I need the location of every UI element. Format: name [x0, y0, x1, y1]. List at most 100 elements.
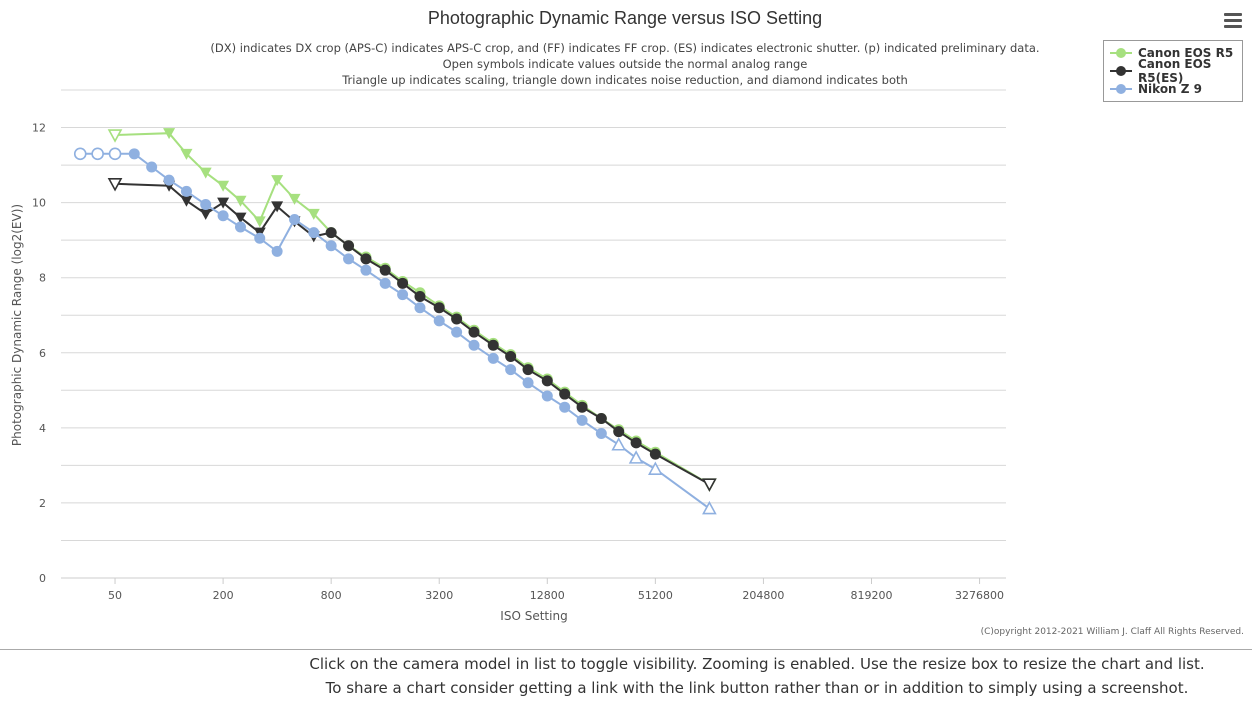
y-tick-label: 6 — [39, 347, 46, 360]
data-point[interactable] — [541, 375, 553, 387]
data-point[interactable] — [630, 437, 642, 449]
data-point[interactable] — [702, 500, 717, 515]
data-point[interactable] — [343, 240, 355, 252]
data-point[interactable] — [559, 388, 571, 400]
data-point[interactable] — [451, 313, 463, 325]
data-point[interactable] — [611, 437, 627, 451]
x-tick-label: 204800 — [742, 589, 784, 602]
y-tick-label: 4 — [39, 422, 46, 435]
legend-label: Nikon Z 9 — [1138, 82, 1203, 96]
grid — [61, 89, 1006, 541]
data-point[interactable] — [576, 401, 588, 413]
data-point[interactable] — [271, 201, 284, 213]
data-point[interactable] — [289, 214, 301, 226]
series-layer — [73, 128, 717, 515]
data-point[interactable] — [451, 326, 463, 338]
x-tick-label: 800 — [321, 589, 342, 602]
data-point[interactable] — [522, 364, 534, 376]
data-point[interactable] — [360, 253, 372, 265]
legend-item-canon-eos-r5[interactable]: Canon EOS R5 — [1110, 44, 1242, 62]
data-point[interactable] — [200, 198, 212, 210]
data-point[interactable] — [271, 245, 283, 257]
y-tick-label: 10 — [32, 197, 46, 210]
data-point[interactable] — [343, 253, 355, 265]
data-point[interactable] — [128, 148, 140, 160]
x-tick-label: 200 — [213, 589, 234, 602]
data-point[interactable] — [107, 178, 123, 192]
data-point[interactable] — [468, 326, 480, 338]
data-point[interactable] — [414, 302, 426, 314]
data-point[interactable] — [308, 227, 320, 239]
data-point[interactable] — [254, 232, 266, 244]
data-point[interactable] — [649, 448, 661, 460]
legend: Canon EOS R5 Canon EOS R5(ES) Nikon Z 9 — [1103, 40, 1243, 102]
chart-menu-hamburger-icon[interactable] — [1220, 10, 1246, 32]
data-point[interactable] — [505, 351, 517, 363]
data-point[interactable] — [91, 147, 104, 161]
data-point[interactable] — [234, 212, 247, 224]
data-point[interactable] — [234, 195, 247, 207]
legend-item-nikon-z9[interactable]: Nikon Z 9 — [1110, 80, 1242, 98]
x-tick-label: 3276800 — [955, 589, 1004, 602]
chart-subtitle-line-1: (DX) indicates DX crop (APS-C) indicates… — [210, 41, 1039, 55]
data-point[interactable] — [180, 148, 193, 160]
data-point[interactable] — [559, 401, 571, 413]
series-line — [80, 152, 710, 510]
data-point[interactable] — [307, 208, 320, 220]
data-point[interactable] — [325, 240, 337, 252]
data-point[interactable] — [379, 277, 391, 289]
series-2 — [73, 147, 717, 515]
legend-marker-canon-eos-r5-es — [1110, 66, 1132, 76]
data-point[interactable] — [217, 197, 230, 209]
data-point[interactable] — [433, 302, 445, 314]
data-point[interactable] — [648, 461, 663, 475]
data-point[interactable] — [146, 161, 158, 173]
x-tick-label: 12800 — [530, 589, 565, 602]
x-tick-label: 51200 — [638, 589, 673, 602]
data-point[interactable] — [414, 290, 426, 302]
data-point[interactable] — [234, 221, 246, 233]
dynamic-range-chart: Photographic Dynamic Range versus ISO Se… — [10, 8, 1040, 623]
divider — [0, 649, 1252, 650]
chart-subtitle-line-3: Triangle up indicates scaling, triangle … — [341, 73, 908, 87]
data-point[interactable] — [628, 450, 644, 464]
legend-marker-nikon-z9 — [1110, 84, 1132, 94]
data-point[interactable] — [576, 414, 588, 426]
data-point[interactable] — [595, 427, 607, 439]
data-point[interactable] — [360, 264, 372, 276]
chart-subtitle-line-2: Open symbols indicate values outside the… — [443, 57, 808, 71]
data-point[interactable] — [702, 478, 717, 492]
data-point[interactable] — [199, 208, 212, 220]
axes: 0 2 4 6 8 10 12 50 200 800 3200 12800 51200 204800 819… — [32, 122, 1006, 602]
data-point[interactable] — [271, 175, 284, 187]
data-point[interactable] — [107, 129, 123, 143]
data-point[interactable] — [163, 174, 175, 186]
data-point[interactable] — [253, 216, 266, 228]
data-point[interactable] — [217, 210, 229, 222]
data-point[interactable] — [541, 390, 553, 402]
data-point[interactable] — [288, 193, 301, 205]
data-point[interactable] — [522, 377, 534, 389]
data-point[interactable] — [487, 339, 499, 351]
data-point[interactable] — [487, 352, 499, 364]
data-point[interactable] — [163, 128, 176, 140]
data-point[interactable] — [468, 339, 480, 351]
data-point[interactable] — [217, 180, 230, 192]
chart-title: Photographic Dynamic Range versus ISO Se… — [428, 8, 822, 28]
data-point[interactable] — [397, 277, 409, 289]
data-point[interactable] — [325, 227, 337, 239]
data-point[interactable] — [505, 364, 517, 376]
data-point[interactable] — [199, 167, 212, 179]
data-point[interactable] — [397, 289, 409, 301]
data-point[interactable] — [108, 147, 122, 161]
legend-item-canon-eos-r5-es[interactable]: Canon EOS R5(ES) — [1110, 57, 1242, 85]
data-point[interactable] — [613, 426, 625, 438]
data-point[interactable] — [379, 264, 391, 276]
data-point[interactable] — [595, 412, 607, 424]
data-point[interactable] — [180, 195, 193, 207]
series-1 — [107, 178, 717, 492]
data-point[interactable] — [73, 147, 87, 161]
data-point[interactable] — [180, 185, 192, 197]
data-point[interactable] — [433, 315, 445, 327]
legend-label: Canon EOS R5(ES) — [1138, 57, 1212, 85]
